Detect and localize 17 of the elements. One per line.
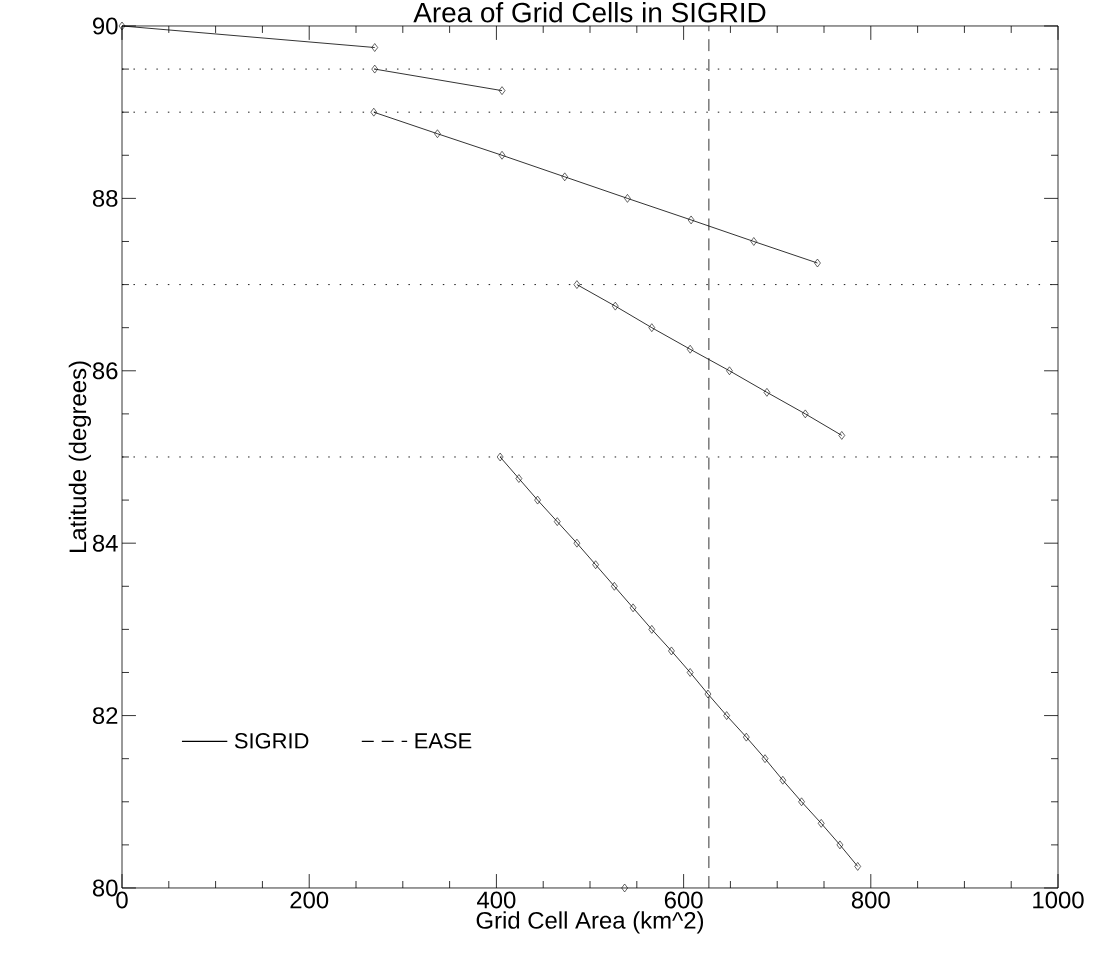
legend-label: EASE xyxy=(415,733,472,749)
x-tick-label: 800 xyxy=(851,891,890,909)
y-tick-label: 80 xyxy=(92,879,118,897)
x-axis-title: Grid Cell Area (km^2) xyxy=(476,911,704,934)
y-tick-label: 82 xyxy=(92,707,118,725)
y-tick-label: 90 xyxy=(93,17,118,35)
y-tick-label: 88 xyxy=(92,189,118,207)
x-tick-label: 200 xyxy=(290,891,329,909)
x-tick-label: 0 xyxy=(116,891,128,909)
x-tick-label: 1000 xyxy=(1033,891,1084,909)
y-tick-label: 84 xyxy=(92,534,118,552)
x-tick-label: 600 xyxy=(664,891,703,909)
chart-title: Area of Grid Cells in SIGRID xyxy=(413,1,766,23)
y-axis-title: Latitude (degrees) xyxy=(68,361,92,553)
x-tick-label: 400 xyxy=(477,891,516,909)
y-tick-label: 86 xyxy=(92,362,118,380)
legend-label: SIGRID xyxy=(234,733,309,749)
